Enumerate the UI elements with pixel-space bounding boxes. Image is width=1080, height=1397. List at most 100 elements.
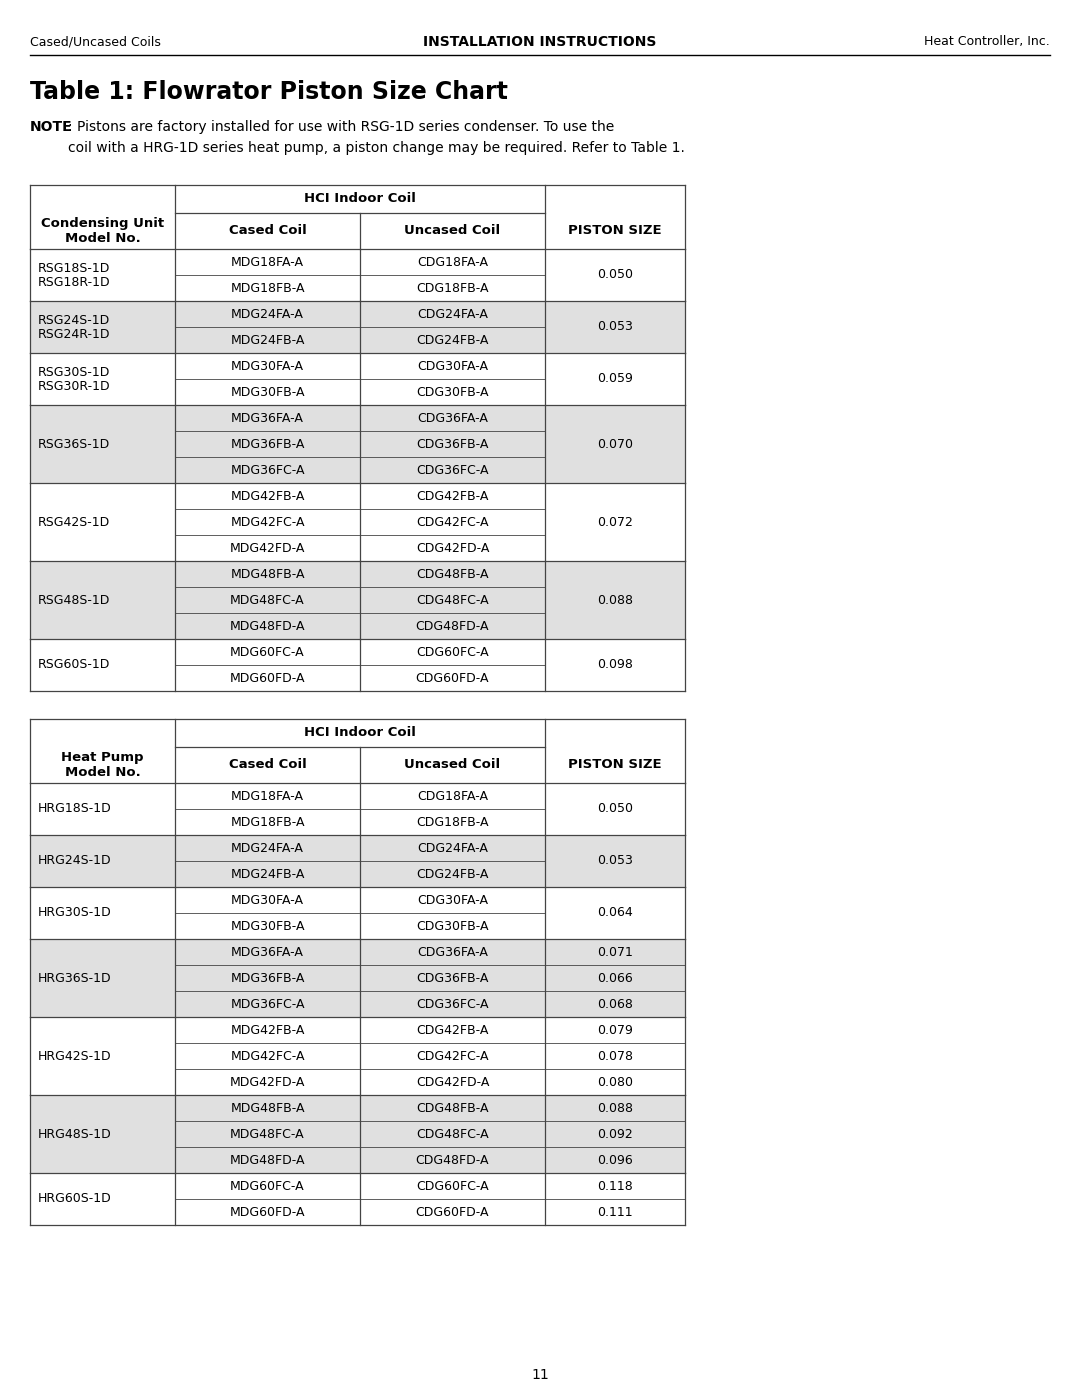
Text: RSG42S-1D: RSG42S-1D	[38, 515, 110, 528]
Text: HRG36S-1D: HRG36S-1D	[38, 971, 111, 985]
Text: RSG18S-1D: RSG18S-1D	[38, 261, 110, 274]
Text: CDG48FB-A: CDG48FB-A	[416, 1101, 489, 1115]
Text: MDG42FC-A: MDG42FC-A	[230, 1049, 305, 1063]
Text: CDG36FB-A: CDG36FB-A	[416, 971, 488, 985]
Text: 0.088: 0.088	[597, 1101, 633, 1115]
Text: RSG24S-1D: RSG24S-1D	[38, 313, 110, 327]
Text: 0.050: 0.050	[597, 268, 633, 282]
Text: MDG18FB-A: MDG18FB-A	[230, 816, 305, 828]
Text: CDG60FD-A: CDG60FD-A	[416, 1206, 489, 1218]
Text: CDG18FB-A: CDG18FB-A	[416, 816, 489, 828]
Bar	[360, 353, 545, 405]
Bar	[545, 1095, 685, 1173]
Bar	[175, 353, 360, 405]
Text: RSG18R-1D: RSG18R-1D	[38, 275, 110, 289]
Text: MDG36FA-A: MDG36FA-A	[231, 412, 303, 425]
Bar	[30, 719, 685, 782]
Text: CDG24FA-A: CDG24FA-A	[417, 307, 488, 320]
Text: Heat Pump
Model No.: Heat Pump Model No.	[62, 750, 144, 780]
Text: HRG48S-1D: HRG48S-1D	[38, 1127, 111, 1140]
Text: NOTE: NOTE	[30, 120, 72, 134]
Bar	[360, 782, 545, 835]
Text: MDG48FC-A: MDG48FC-A	[230, 594, 305, 606]
Bar	[175, 1173, 360, 1225]
Text: HRG24S-1D: HRG24S-1D	[38, 855, 111, 868]
Text: 0.096: 0.096	[597, 1154, 633, 1166]
Text: MDG36FA-A: MDG36FA-A	[231, 946, 303, 958]
Bar	[175, 1095, 360, 1173]
Bar	[175, 638, 360, 692]
Text: 0.111: 0.111	[597, 1206, 633, 1218]
Text: CDG18FA-A: CDG18FA-A	[417, 789, 488, 802]
Text: 11: 11	[531, 1368, 549, 1382]
Text: PISTON SIZE: PISTON SIZE	[568, 225, 662, 237]
Bar	[175, 405, 360, 483]
Bar	[175, 483, 360, 562]
Bar	[360, 638, 545, 692]
Text: MDG48FD-A: MDG48FD-A	[230, 1154, 306, 1166]
Bar	[360, 483, 545, 562]
Text: HRG30S-1D: HRG30S-1D	[38, 907, 111, 919]
Text: MDG36FC-A: MDG36FC-A	[230, 464, 305, 476]
Text: MDG42FB-A: MDG42FB-A	[230, 1024, 305, 1037]
Bar	[545, 300, 685, 353]
Text: CDG18FB-A: CDG18FB-A	[416, 282, 489, 295]
Bar	[30, 562, 175, 638]
Bar	[30, 249, 175, 300]
Bar	[175, 1017, 360, 1095]
Bar	[175, 300, 360, 353]
Text: MDG60FC-A: MDG60FC-A	[230, 1179, 305, 1193]
Bar	[545, 1173, 685, 1225]
Text: 0.071: 0.071	[597, 946, 633, 958]
Text: Table 1: Flowrator Piston Size Chart: Table 1: Flowrator Piston Size Chart	[30, 80, 508, 103]
Text: CDG30FA-A: CDG30FA-A	[417, 894, 488, 907]
Bar	[30, 1095, 175, 1173]
Text: CDG36FA-A: CDG36FA-A	[417, 946, 488, 958]
Text: MDG18FA-A: MDG18FA-A	[231, 789, 303, 802]
Bar	[360, 562, 545, 638]
Text: HRG42S-1D: HRG42S-1D	[38, 1049, 111, 1063]
Text: CDG60FD-A: CDG60FD-A	[416, 672, 489, 685]
Bar	[545, 353, 685, 405]
Text: Heat Controller, Inc.: Heat Controller, Inc.	[924, 35, 1050, 49]
Text: Cased/Uncased Coils: Cased/Uncased Coils	[30, 35, 161, 49]
Text: MDG42FD-A: MDG42FD-A	[230, 1076, 306, 1088]
Bar	[30, 300, 175, 353]
Bar	[30, 353, 175, 405]
Text: MDG24FB-A: MDG24FB-A	[230, 868, 305, 880]
Text: MDG24FA-A: MDG24FA-A	[231, 307, 303, 320]
Text: MDG24FA-A: MDG24FA-A	[231, 841, 303, 855]
Text: 0.078: 0.078	[597, 1049, 633, 1063]
Text: CDG42FD-A: CDG42FD-A	[416, 1076, 489, 1088]
Text: MDG42FC-A: MDG42FC-A	[230, 515, 305, 528]
Bar	[360, 1095, 545, 1173]
Text: RSG30S-1D: RSG30S-1D	[38, 366, 110, 379]
Text: MDG18FB-A: MDG18FB-A	[230, 282, 305, 295]
Text: MDG36FB-A: MDG36FB-A	[230, 437, 305, 450]
Text: 0.092: 0.092	[597, 1127, 633, 1140]
Text: 0.088: 0.088	[597, 594, 633, 606]
Text: CDG30FB-A: CDG30FB-A	[416, 386, 489, 398]
Text: CDG60FC-A: CDG60FC-A	[416, 1179, 489, 1193]
Bar	[545, 638, 685, 692]
Text: Cased Coil: Cased Coil	[229, 225, 307, 237]
Bar	[30, 835, 175, 887]
Text: INSTALLATION INSTRUCTIONS: INSTALLATION INSTRUCTIONS	[423, 35, 657, 49]
Text: HCI Indoor Coil: HCI Indoor Coil	[305, 193, 416, 205]
Bar	[545, 1017, 685, 1095]
Text: RSG24R-1D: RSG24R-1D	[38, 327, 110, 341]
Bar	[30, 1173, 175, 1225]
Text: CDG42FB-A: CDG42FB-A	[416, 489, 488, 503]
Text: CDG18FA-A: CDG18FA-A	[417, 256, 488, 268]
Text: 0.050: 0.050	[597, 802, 633, 816]
Bar	[360, 1173, 545, 1225]
Text: MDG30FA-A: MDG30FA-A	[231, 359, 303, 373]
Bar	[175, 249, 360, 300]
Text: MDG42FB-A: MDG42FB-A	[230, 489, 305, 503]
Text: MDG48FB-A: MDG48FB-A	[230, 1101, 305, 1115]
Text: CDG48FD-A: CDG48FD-A	[416, 619, 489, 633]
Bar	[545, 249, 685, 300]
Text: CDG24FB-A: CDG24FB-A	[416, 334, 488, 346]
Bar	[545, 835, 685, 887]
Text: Uncased Coil: Uncased Coil	[404, 225, 500, 237]
